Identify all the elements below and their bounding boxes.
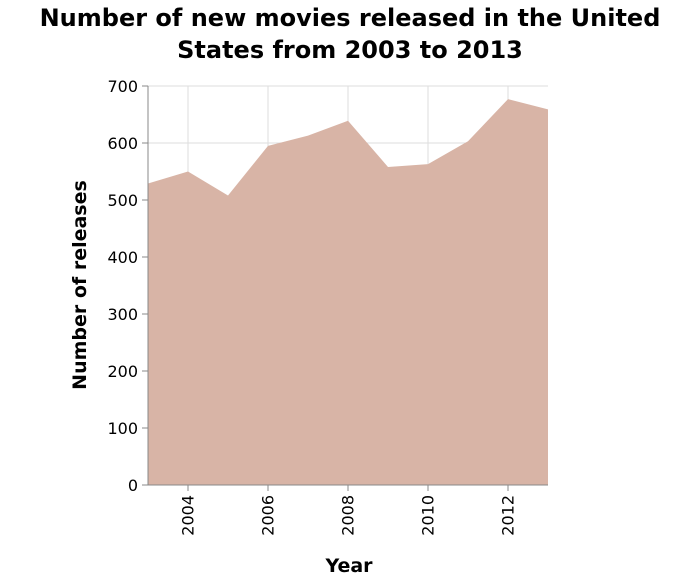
chart-title-line-2: States from 2003 to 2013 — [177, 36, 523, 64]
y-tick-label-300: 300 — [107, 305, 138, 324]
y-tick-label-500: 500 — [107, 191, 138, 210]
x-tick-label-2008: 2008 — [339, 495, 358, 536]
x-axis-title: Year — [324, 555, 373, 577]
area-fill — [148, 99, 548, 486]
tick-labels: 0 100 200 300 400 500 600 700 2004 2006 2008 2010 20… — [107, 77, 517, 536]
y-tick-label-0: 0 — [128, 476, 138, 495]
x-tick-label-2006: 2006 — [259, 495, 278, 536]
area-series — [148, 99, 548, 486]
axes — [142, 85, 548, 491]
y-tick-label-600: 600 — [107, 134, 138, 153]
x-tick-label-2004: 2004 — [179, 495, 198, 536]
y-axis-title: Number of releases — [69, 180, 91, 390]
x-tick-label-2012: 2012 — [499, 495, 518, 536]
y-tick-label-400: 400 — [107, 248, 138, 267]
y-tick-label-700: 700 — [107, 77, 138, 96]
y-tick-label-100: 100 — [107, 419, 138, 438]
y-tick-label-200: 200 — [107, 362, 138, 381]
chart-title-line-1: Number of new movies released in the Uni… — [40, 4, 661, 32]
x-tick-label-2010: 2010 — [419, 495, 438, 536]
